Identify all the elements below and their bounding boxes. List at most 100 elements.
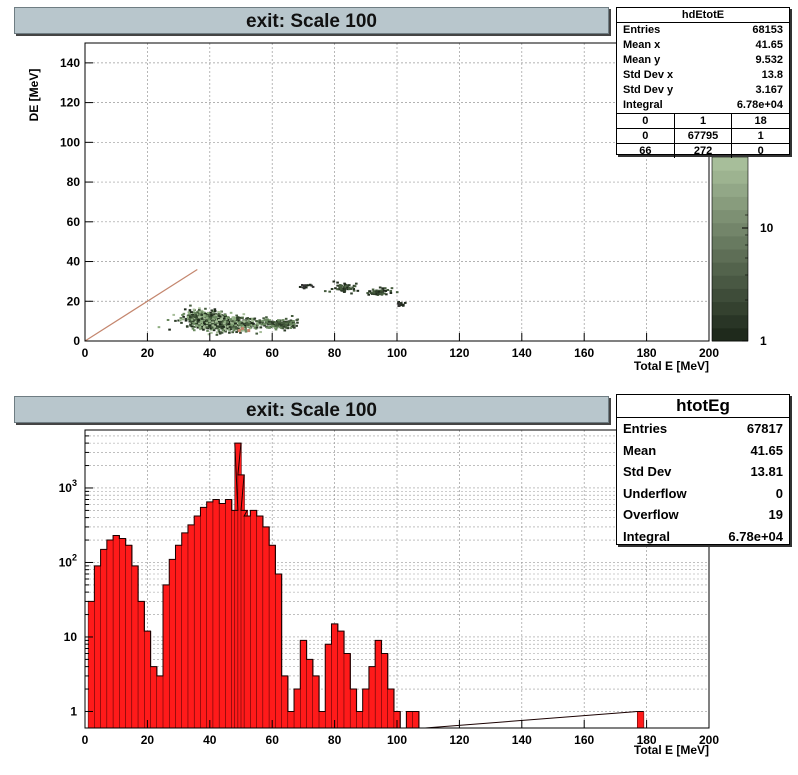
top-stats-grid-cell: 1	[675, 114, 733, 128]
histogram-bar	[300, 640, 308, 729]
histogram-bar	[387, 688, 395, 729]
heatmap-cell	[197, 310, 201, 313]
histogram-bar	[212, 499, 220, 729]
heatmap-y-tick-label: 60	[67, 215, 81, 229]
top-stat-label: Mean x	[623, 39, 661, 51]
heatmap-cell	[371, 288, 375, 291]
histogram-bar	[406, 711, 414, 729]
heatmap-cell	[255, 320, 258, 323]
heatmap-cell	[223, 320, 227, 323]
heatmap-x-tick-label: 20	[141, 346, 155, 360]
heatmap-cell	[225, 321, 228, 324]
heatmap-cell	[248, 317, 252, 320]
histogram-frame	[84, 429, 710, 729]
heatmap-cell	[228, 318, 231, 321]
heatmap-cell	[258, 319, 262, 322]
heatmap-cell	[185, 325, 189, 328]
bottom-stats-name: htotEg	[617, 395, 789, 418]
heatmap-cell	[196, 315, 200, 318]
histogram-bar	[168, 559, 177, 729]
histogram-x-tick-label: 80	[328, 733, 342, 747]
heatmap-cell	[217, 314, 221, 317]
heatmap-cell	[370, 292, 374, 295]
heatmap-cell	[352, 289, 356, 292]
heatmap-cell	[196, 311, 200, 314]
palette-swatch	[712, 196, 748, 211]
heatmap-cell	[222, 317, 226, 320]
histogram-y-tick-label: 1	[70, 704, 77, 718]
top-stat-row: Integral 6.78e+04	[617, 98, 789, 113]
heatmap-cell	[206, 321, 210, 324]
palette-swatch	[712, 157, 748, 171]
heatmap-cell	[241, 327, 244, 331]
histogram-bar	[87, 601, 96, 729]
heatmap-cell	[223, 327, 227, 330]
heatmap-cell	[274, 328, 278, 331]
heatmap-cell	[276, 323, 280, 326]
heatmap-cell	[263, 324, 266, 327]
heatmap-cell	[221, 325, 225, 328]
heatmap-cell	[281, 327, 285, 330]
heatmap-cell	[203, 317, 206, 320]
heatmap-cell	[380, 289, 383, 292]
heatmap-cell	[289, 326, 293, 329]
histogram-bar	[306, 659, 314, 729]
heatmap-cell	[172, 313, 176, 316]
heatmap-cell	[281, 319, 285, 322]
heatmap-cell	[211, 321, 214, 324]
heatmap-cell	[224, 315, 228, 318]
heatmap-cell	[226, 316, 230, 319]
heatmap-cell	[199, 310, 202, 313]
histogram-x-tick-label: 160	[574, 733, 594, 747]
heatmap-cluster	[366, 286, 399, 296]
heatmap-cell	[213, 308, 217, 311]
heatmap-cell	[221, 330, 225, 333]
heatmap-cell	[347, 284, 351, 287]
heatmap-cell	[253, 326, 257, 329]
top-stats-grid-cell: 0	[617, 114, 675, 128]
histogram-x-tick-label: 140	[512, 733, 532, 747]
top-stat-row: Mean y 9.532	[617, 53, 789, 68]
heatmap-cell	[395, 291, 399, 294]
bottom-stat-value: 19	[768, 507, 783, 522]
heatmap-cell	[227, 328, 231, 331]
heatmap-cell	[244, 326, 247, 329]
histogram-bar	[156, 675, 164, 729]
heatmap-cell	[209, 311, 212, 314]
histogram-bar	[374, 640, 383, 729]
top-stats-name: hdEtotE	[617, 8, 789, 23]
heatmap-cell	[385, 293, 388, 296]
heatmap-cluster	[323, 280, 360, 295]
heatmap-cell	[226, 325, 230, 328]
heatmap-cell	[339, 287, 343, 290]
heatmap-cell	[287, 321, 291, 324]
heatmap-cell	[341, 287, 345, 290]
heatmap-cell	[200, 317, 204, 320]
heatmap-cell	[352, 287, 356, 290]
heatmap-cell	[208, 324, 212, 327]
heatmap-cell	[279, 326, 283, 329]
histogram-bar	[106, 539, 114, 729]
heatmap-cell	[343, 282, 346, 285]
heatmap-cell	[290, 325, 294, 328]
histogram-bar	[94, 565, 102, 729]
heatmap-cell	[375, 291, 378, 294]
heatmap-cell	[206, 325, 210, 328]
heatmap-cell	[338, 286, 341, 289]
heatmap-cell	[292, 321, 295, 324]
heatmap-cell	[237, 319, 241, 322]
heatmap-x-tick-label: 60	[266, 346, 280, 360]
heatmap-cell	[238, 321, 241, 324]
palette-swatch	[712, 288, 748, 303]
heatmap-cell	[217, 310, 220, 313]
heatmap-cell	[399, 303, 402, 306]
heatmap-cell	[301, 286, 305, 289]
heatmap-cell	[217, 328, 221, 331]
top-stat-value: 6.78e+04	[736, 99, 783, 111]
histogram-bar	[368, 666, 376, 729]
heatmap-cell	[378, 290, 381, 293]
heatmap-cluster	[397, 300, 407, 307]
heatmap-cell	[342, 290, 346, 293]
heatmap-cell	[231, 322, 234, 325]
histogram-x-tick-label: 120	[449, 733, 469, 747]
